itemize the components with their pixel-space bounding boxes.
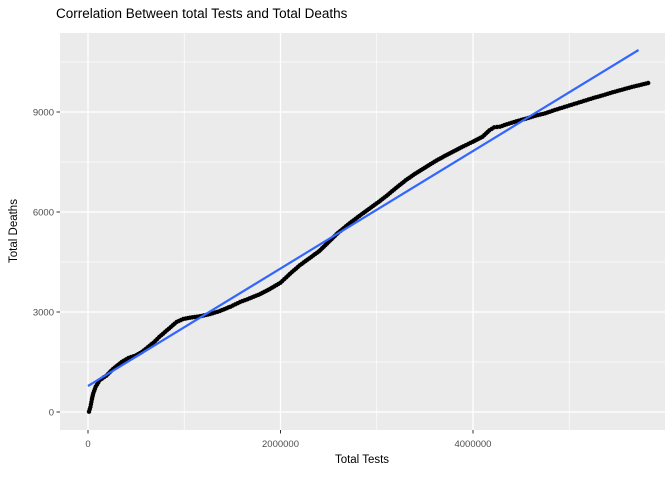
x-axis-title: Total Tests <box>334 454 390 466</box>
y-tick-label: 0 <box>49 407 54 418</box>
x-tick-label: 4000000 <box>454 439 491 450</box>
regression-line <box>87 49 640 387</box>
y-tick-label: 9000 <box>33 107 54 118</box>
y-tick-label: 3000 <box>33 307 54 318</box>
scatter-points <box>86 80 651 414</box>
y-axis-title: Total Deaths <box>8 199 20 263</box>
x-tick-label: 0 <box>85 439 90 450</box>
plot-title: Correlation Between total Tests and Tota… <box>56 6 348 21</box>
panel-background <box>60 33 665 430</box>
x-tick-label: 2000000 <box>262 439 299 450</box>
y-tick-label: 6000 <box>33 207 54 218</box>
data-point <box>646 80 651 86</box>
